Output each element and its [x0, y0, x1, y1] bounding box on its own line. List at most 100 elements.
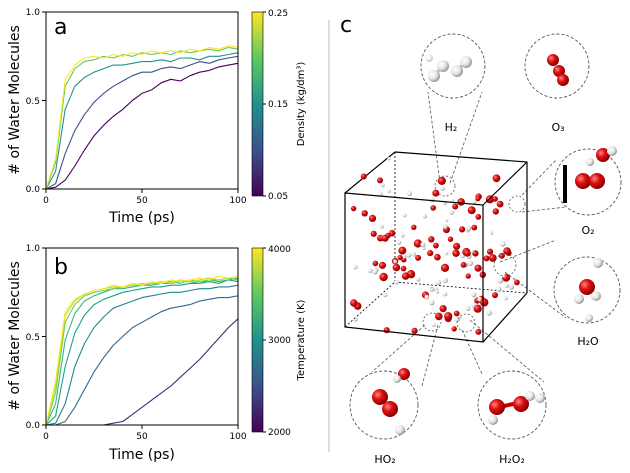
- box-oxygen-atom: [452, 203, 459, 210]
- box-hydrogen-atom: [508, 284, 515, 290]
- panel-a: a 0.0 0.5 1.0 0 50 100 Time (ps) # of Wa…: [7, 8, 307, 226]
- box-oxygen-atom: [472, 250, 479, 257]
- box-hydrogen-atom: [393, 259, 398, 264]
- panel-b-cbar-tick-0: 4000: [268, 245, 291, 255]
- box-hydrogen-atom: [471, 303, 476, 308]
- panel-b-cbar-tick-1: 3000: [268, 336, 291, 346]
- box-oxygen-atom: [480, 298, 489, 307]
- box-oxygen-atom: [492, 196, 498, 202]
- seriesB-series-2: [45, 284, 239, 426]
- box-hydrogen-atom: [442, 277, 449, 284]
- box-oxygen-atom: [475, 196, 481, 202]
- box-oxygen-atom: [453, 242, 461, 250]
- box-oxygen-atom: [381, 234, 389, 242]
- box-hydrogen-atom: [504, 283, 509, 288]
- box-oxygen-atom: [465, 273, 471, 279]
- box-oxygen-atom: [361, 210, 368, 217]
- panel-a-xtick-2: 100: [229, 196, 246, 206]
- panel-a-xtick-1: 50: [136, 196, 148, 206]
- box-highlight-o2: [508, 195, 526, 213]
- panel-a-colorbar: [251, 11, 264, 197]
- box-oxygen-atom: [400, 265, 407, 272]
- panel-a-xlabel: Time (ps): [108, 210, 175, 226]
- box-oxygen-atom: [370, 230, 377, 237]
- box-oxygen-atom: [459, 226, 466, 233]
- box-oxygen-atom: [430, 205, 437, 211]
- box-molecules: [350, 157, 520, 335]
- box-oxygen-atom: [377, 177, 383, 184]
- box-oxygen-atom: [467, 206, 476, 215]
- box-hydrogen-atom: [383, 292, 388, 298]
- box-oxygen-atom: [447, 236, 454, 242]
- box-hydrogen-atom: [442, 224, 448, 229]
- molecule-h2: [425, 54, 472, 82]
- box-hydrogen-atom: [454, 316, 461, 322]
- box-oxygen-atom: [485, 195, 494, 204]
- box-oxygen-atom: [398, 246, 407, 255]
- panel-a-label: a: [54, 15, 67, 40]
- box-oxygen-atom: [350, 299, 358, 307]
- box-highlight-h2o: [493, 253, 517, 277]
- label-o2: O₂: [581, 224, 594, 237]
- box-oxygen-atom: [388, 229, 396, 237]
- label-o3: O₃: [551, 121, 564, 134]
- box-oxygen-atom: [372, 260, 379, 267]
- box-oxygen-atom: [473, 304, 482, 313]
- box-hydrogen-atom: [367, 268, 373, 273]
- box-hydrogen-atom: [440, 186, 445, 191]
- box-oxygen-atom: [475, 328, 482, 335]
- box-hydrogen-atom: [402, 213, 407, 218]
- zoom-circle-h2: [420, 33, 486, 99]
- box-oxygen-atom: [379, 272, 388, 282]
- seriesA-series-4: [45, 45, 239, 190]
- panel-b-cbar-label: Temperature (K): [296, 299, 307, 381]
- box-hydrogen-atom: [429, 285, 433, 289]
- panel-b-ytick-0: 0.0: [26, 421, 41, 431]
- box-hydrogen-atom: [470, 249, 474, 254]
- label-ho2: HO₂: [374, 453, 395, 466]
- box-oxygen-atom: [463, 249, 471, 257]
- box-hydrogen-atom: [407, 191, 412, 197]
- panel-a-xtick-0: 0: [43, 196, 49, 206]
- box-oxygen-atom: [492, 292, 498, 299]
- zoom-connectors: [371, 91, 567, 387]
- box-oxygen-atom: [452, 249, 460, 257]
- panel-a-ylabel: # of Water Molecules: [7, 25, 23, 174]
- box-hydrogen-atom: [379, 224, 384, 229]
- box-oxygen-atom: [498, 252, 505, 259]
- box-hydrogen-atom: [435, 280, 442, 286]
- box-hydrogen-atom: [465, 306, 471, 311]
- box-oxygen-atom: [460, 262, 467, 268]
- box-hydrogen-atom: [422, 214, 427, 219]
- panel-b-xtick-2: 100: [229, 432, 246, 442]
- box-oxygen-atom: [439, 305, 447, 313]
- molecule-h2o2: [488, 391, 545, 425]
- box-oxygen-atom: [435, 312, 443, 321]
- box-oxygen-atom: [440, 263, 450, 272]
- box-hydrogen-atom: [466, 226, 472, 232]
- box-hydrogen-atom: [416, 277, 421, 282]
- panel-b-ytick-1: 0.5: [26, 333, 40, 343]
- box-oxygen-atom: [434, 253, 441, 261]
- seriesA-series-0: [45, 62, 239, 190]
- box-hydrogen-atom: [422, 246, 426, 250]
- box-oxygen-atom: [360, 173, 367, 180]
- panel-a-lines: [45, 45, 239, 190]
- box-hydrogen-atom: [432, 323, 436, 328]
- box-oxygen-atom: [514, 279, 520, 286]
- box-hydrogen-atom: [471, 292, 477, 298]
- box-oxygen-atom: [428, 236, 435, 243]
- panel-b-axes-frame: [45, 247, 239, 426]
- panel-b-cbar-tick-2: 2000: [268, 428, 291, 438]
- seriesB-series-7: [45, 275, 239, 426]
- box-oxygen-atom: [411, 224, 417, 230]
- box-hydrogen-atom: [442, 292, 448, 297]
- box-oxygen-atom: [483, 255, 490, 262]
- box-hydrogen-atom: [486, 310, 493, 316]
- box-hydrogen-atom: [400, 233, 405, 238]
- box-oxygen-atom: [401, 272, 410, 280]
- box-hydrogen-atom: [387, 157, 391, 161]
- panel-c-label: c: [340, 13, 352, 38]
- panel-b-label: b: [54, 255, 68, 280]
